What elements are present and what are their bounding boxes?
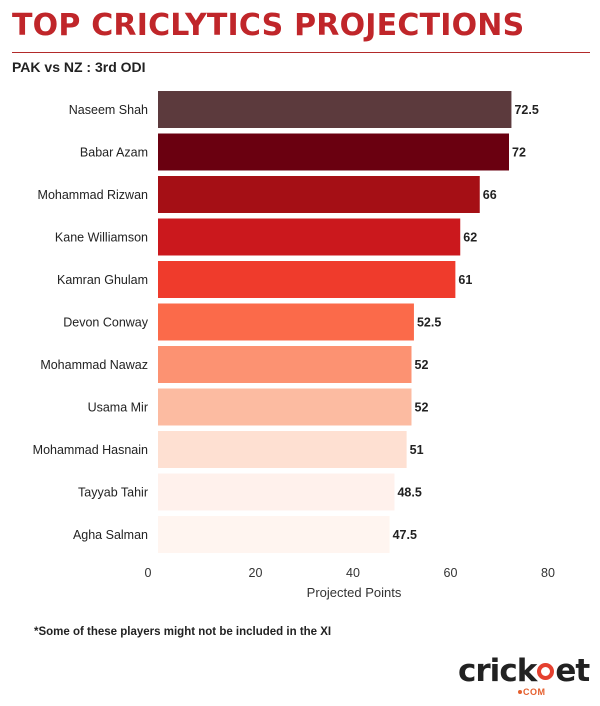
category-label: Kane Williamson [55, 231, 148, 245]
bar [158, 346, 412, 383]
category-label: Mohammad Hasnain [33, 443, 148, 457]
value-label: 72 [512, 146, 526, 160]
logo-text-part1: cr [458, 653, 491, 689]
x-tick-label: 0 [145, 566, 152, 580]
category-label: Agha Salman [73, 528, 148, 542]
bar [158, 516, 390, 553]
logo-dotcom: COM [518, 687, 546, 697]
value-label: 52 [415, 401, 429, 415]
bar [158, 176, 480, 213]
bar [158, 431, 407, 468]
value-label: 66 [483, 188, 497, 202]
bar [158, 303, 414, 341]
logo-dot-icon [518, 690, 522, 694]
category-labels: Naseem Shah Babar Azam Mohammad Rizwan Kane… [33, 103, 149, 542]
logo-dotcom-text: COM [523, 687, 546, 697]
match-subtitle: PAK vs NZ : 3rd ODI [12, 59, 146, 75]
category-label: Naseem Shah [69, 103, 148, 117]
logo-wordmark: crick et [458, 653, 590, 689]
value-label: 72.5 [514, 103, 538, 117]
x-tick-label: 40 [346, 566, 360, 580]
category-label: Mohammad Rizwan [38, 188, 149, 202]
bar [158, 91, 512, 128]
value-labels: 72.5 72 66 62 61 52.5 52 52 51 48.5 47.5 [393, 103, 539, 542]
page-title: TOP CRICLYTICS PROJECTIONS [12, 8, 525, 43]
category-label: Kamran Ghulam [57, 273, 148, 287]
bar [158, 133, 509, 171]
logo-ball-icon [537, 663, 555, 680]
value-label: 52.5 [417, 316, 441, 330]
bar [158, 218, 461, 256]
bar [158, 261, 456, 298]
value-label: 48.5 [397, 486, 421, 500]
bar [158, 388, 412, 426]
logo-text-part2: ck [499, 653, 537, 689]
x-tick-label: 80 [541, 566, 555, 580]
value-label: 61 [458, 273, 472, 287]
value-label: 51 [410, 443, 424, 457]
value-label: 52 [415, 358, 429, 372]
footnote: *Some of these players might not be incl… [34, 626, 332, 638]
bar [158, 473, 395, 511]
bars [158, 91, 512, 553]
x-tick-label: 20 [249, 566, 263, 580]
value-label: 47.5 [393, 528, 417, 542]
category-label: Babar Azam [80, 146, 148, 160]
category-label: Usama Mir [88, 401, 148, 415]
category-label: Devon Conway [63, 316, 149, 330]
title-divider [12, 52, 590, 53]
cricket-com-logo: crick et COM [458, 653, 590, 700]
x-tick-labels: 0 20 40 60 80 [145, 566, 555, 580]
category-label: Tayyab Tahir [78, 486, 148, 500]
category-label: Mohammad Nawaz [40, 358, 148, 372]
logo-i-glyph: i [489, 653, 501, 689]
logo-text-part3: et [555, 653, 590, 689]
x-axis-label: Projected Points [307, 585, 402, 600]
projections-bar-chart: Naseem Shah Babar Azam Mohammad Rizwan Kane… [33, 91, 555, 600]
value-label: 62 [463, 231, 477, 245]
x-tick-label: 60 [444, 566, 458, 580]
